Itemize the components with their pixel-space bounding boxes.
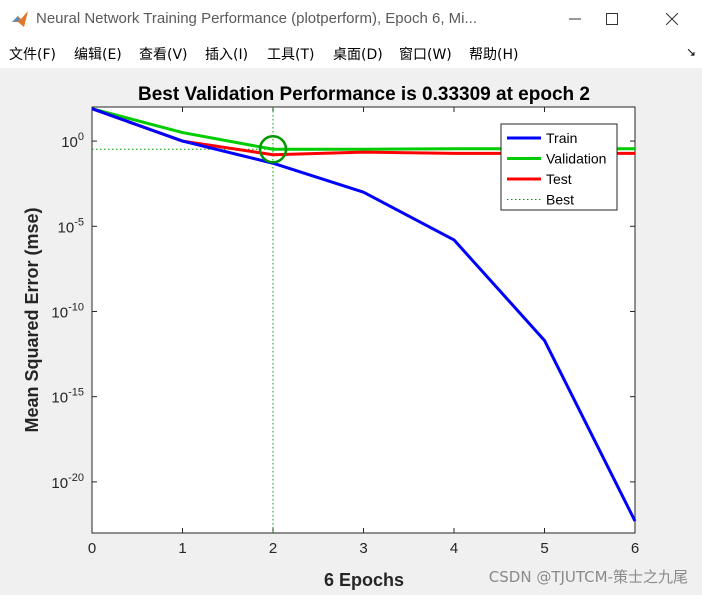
menu-insert[interactable]: 插入(I) bbox=[205, 47, 249, 63]
y-axis-label: Mean Squared Error (mse) bbox=[22, 207, 42, 432]
x-axis-label: 6 Epochs bbox=[324, 570, 404, 590]
legend-label-train: Train bbox=[546, 130, 577, 146]
minimize-button[interactable] bbox=[552, 0, 598, 38]
close-icon bbox=[666, 13, 678, 25]
best-point-circle bbox=[258, 135, 288, 164]
menu-window[interactable]: 窗口(W) bbox=[399, 47, 452, 63]
performance-plot: Best Validation Performance is 0.33309 a… bbox=[22, 84, 639, 590]
x-tick-label: 2 bbox=[269, 540, 277, 557]
x-tick-label: 4 bbox=[450, 540, 458, 557]
y-tick-label: 100 bbox=[61, 131, 84, 151]
menu-tools[interactable]: 工具(T) bbox=[267, 47, 315, 63]
y-tick-label: 10-10 bbox=[51, 301, 84, 321]
menu-desktop[interactable]: 桌面(D) bbox=[333, 47, 383, 63]
figure-area: Best Validation Performance is 0.33309 a… bbox=[0, 68, 702, 595]
x-tick-label: 0 bbox=[88, 540, 96, 557]
watermark: CSDN @TJUTCM-策士之九尾 bbox=[488, 568, 688, 586]
menu-view[interactable]: 查看(V) bbox=[139, 47, 188, 63]
menu-file[interactable]: 文件(F) bbox=[9, 47, 56, 63]
window-title: Neural Network Training Performance (plo… bbox=[36, 10, 477, 27]
axis-ticks: 0 1 2 3 4 5 6 100 10-5 10-10 10-15 10-20 bbox=[51, 107, 639, 557]
dock-arrow-icon[interactable]: ↘ bbox=[685, 45, 696, 59]
y-tick-label: 10-5 bbox=[58, 216, 84, 236]
x-tick-label: 3 bbox=[359, 540, 367, 557]
maximize-icon bbox=[606, 13, 618, 25]
menu-edit[interactable]: 编辑(E) bbox=[74, 47, 122, 63]
close-button[interactable] bbox=[649, 0, 695, 38]
x-tick-label: 1 bbox=[178, 540, 186, 557]
menu-help[interactable]: 帮助(H) bbox=[469, 47, 519, 63]
legend-label-validation: Validation bbox=[546, 151, 606, 167]
title-bar: Neural Network Training Performance (plo… bbox=[0, 0, 702, 38]
y-tick-label: 10-20 bbox=[51, 472, 84, 492]
x-tick-label: 5 bbox=[540, 540, 548, 557]
legend: Train Validation Test Best bbox=[500, 123, 618, 211]
matlab-app-icon bbox=[12, 11, 28, 27]
chart-title: Best Validation Performance is 0.33309 a… bbox=[138, 84, 590, 105]
minimize-icon bbox=[569, 18, 581, 20]
y-tick-label: 10-15 bbox=[51, 387, 84, 407]
series-line-train bbox=[91, 107, 637, 522]
maximize-button[interactable] bbox=[589, 0, 635, 38]
legend-label-test: Test bbox=[546, 171, 572, 187]
x-tick-label: 6 bbox=[631, 540, 639, 557]
legend-label-best: Best bbox=[546, 192, 574, 208]
menu-bar: 文件(F) 编辑(E) 查看(V) 插入(I) 工具(T) 桌面(D) 窗口(W… bbox=[0, 38, 702, 68]
